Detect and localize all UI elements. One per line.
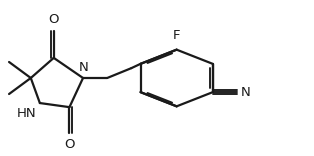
Text: N: N <box>241 86 250 99</box>
Text: F: F <box>173 29 180 42</box>
Text: O: O <box>48 13 59 26</box>
Text: HN: HN <box>17 107 36 120</box>
Text: N: N <box>79 61 89 74</box>
Text: O: O <box>64 138 75 151</box>
